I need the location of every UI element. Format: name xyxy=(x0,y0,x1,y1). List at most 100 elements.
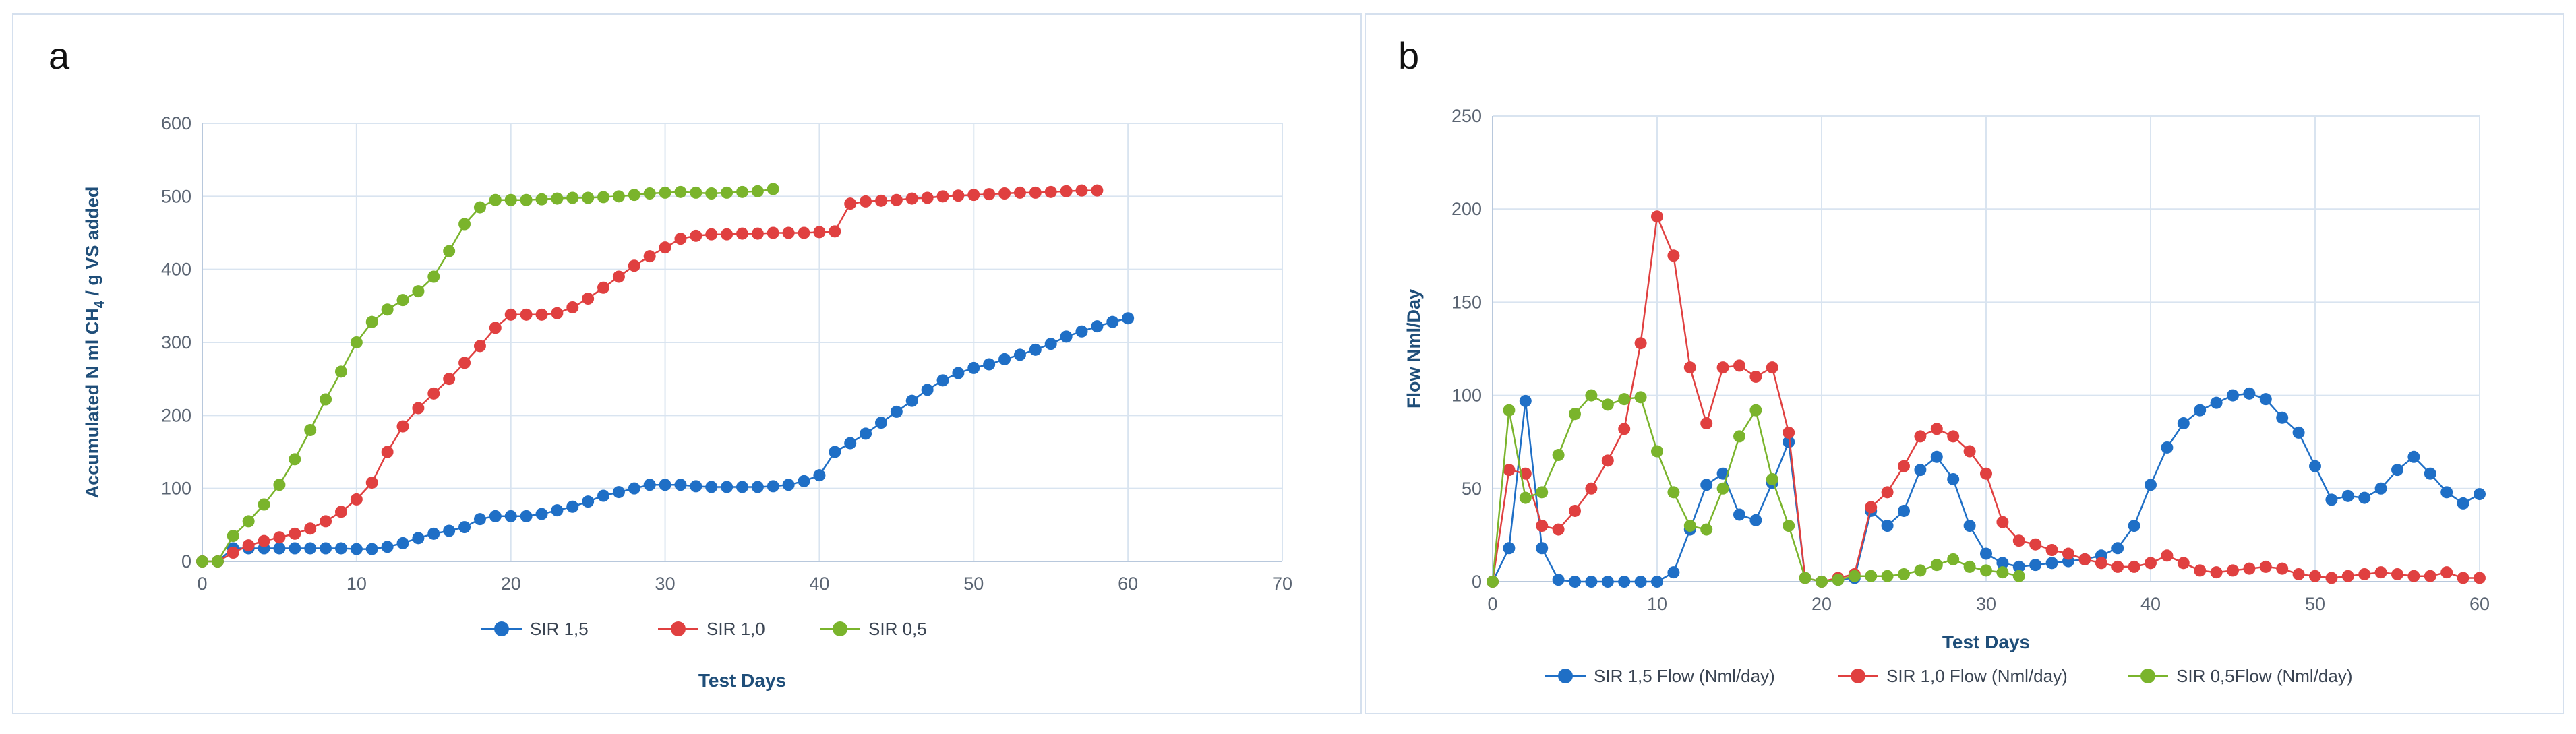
data-point xyxy=(1980,564,1992,577)
data-point xyxy=(1651,576,1663,588)
data-point xyxy=(443,245,456,257)
data-point xyxy=(2358,568,2371,580)
x-tick-label: 30 xyxy=(1976,594,1996,614)
data-point xyxy=(2292,568,2305,580)
legend-label: SIR 0,5 xyxy=(868,619,927,639)
data-point xyxy=(320,515,332,528)
data-point xyxy=(365,543,378,555)
data-point xyxy=(705,228,718,241)
data-point xyxy=(1569,408,1581,421)
y-tick-label: 300 xyxy=(161,332,191,353)
data-point xyxy=(844,197,857,210)
data-point xyxy=(1075,184,1088,197)
data-point xyxy=(2391,568,2403,580)
data-point xyxy=(427,387,440,400)
data-point xyxy=(350,543,363,555)
y-axis-title: Flow Nml/Day xyxy=(1404,289,1424,408)
data-point xyxy=(2440,486,2453,499)
legend-label: SIR 0,5Flow (Nml/day) xyxy=(2176,666,2353,686)
data-point xyxy=(983,188,996,201)
data-point xyxy=(2177,557,2190,570)
legend-label: SIR 1,0 Flow (Nml/day) xyxy=(1886,666,2068,686)
data-point xyxy=(1881,570,1894,582)
panel-b-label: b xyxy=(1398,34,1420,77)
data-point xyxy=(258,498,270,511)
data-point xyxy=(381,303,394,316)
data-point xyxy=(1898,460,1910,472)
data-point xyxy=(2424,570,2436,582)
x-tick-label: 50 xyxy=(2305,594,2325,614)
data-point xyxy=(365,477,378,489)
x-tick-label: 10 xyxy=(347,574,367,594)
data-point xyxy=(2227,389,2239,402)
data-point xyxy=(1881,520,1894,532)
data-point xyxy=(2210,396,2223,409)
legend-marker xyxy=(833,621,847,636)
data-point xyxy=(1700,523,1713,536)
data-point xyxy=(1848,570,1861,582)
y-axis-title: Accumulated N ml CH4 / g VS added xyxy=(82,187,107,499)
data-point xyxy=(520,308,533,321)
data-point xyxy=(1519,394,1532,407)
data-point xyxy=(2243,387,2256,400)
y-tick-label: 0 xyxy=(181,551,191,572)
data-point xyxy=(334,506,347,518)
data-point xyxy=(535,308,548,321)
data-point xyxy=(1881,486,1894,499)
data-point xyxy=(2309,570,2321,582)
data-point xyxy=(2276,411,2289,424)
data-point xyxy=(489,510,502,522)
data-point xyxy=(736,481,748,493)
data-point xyxy=(721,481,733,493)
data-point xyxy=(396,294,409,307)
data-point xyxy=(2078,553,2091,565)
data-point xyxy=(1585,576,1598,588)
data-point xyxy=(242,539,255,552)
data-point xyxy=(334,542,347,555)
data-point xyxy=(2012,534,2025,547)
data-point xyxy=(2292,426,2305,439)
data-point xyxy=(597,191,610,204)
data-point xyxy=(2374,566,2387,579)
data-point xyxy=(1683,520,1696,532)
data-point xyxy=(365,315,378,328)
data-point xyxy=(1552,449,1565,462)
data-point xyxy=(1618,423,1631,435)
data-point xyxy=(1122,312,1135,325)
data-point xyxy=(582,293,595,305)
data-point xyxy=(289,527,301,540)
data-point xyxy=(504,510,517,522)
data-point xyxy=(396,420,409,433)
data-point xyxy=(1963,520,1976,532)
data-point xyxy=(659,186,671,199)
data-point xyxy=(2391,464,2403,477)
data-point xyxy=(520,510,533,522)
data-point xyxy=(1634,391,1647,404)
data-point xyxy=(813,226,826,239)
data-point xyxy=(1044,185,1057,198)
data-point xyxy=(628,482,640,495)
data-point xyxy=(443,373,456,386)
data-point xyxy=(1075,325,1088,338)
data-point xyxy=(1996,516,2009,528)
data-point xyxy=(860,195,872,208)
y-tick-label: 400 xyxy=(161,259,191,280)
data-point xyxy=(767,480,779,493)
data-point xyxy=(1947,472,1960,485)
data-point xyxy=(289,542,301,555)
data-point xyxy=(551,192,564,205)
data-point xyxy=(1503,404,1516,417)
data-point xyxy=(2457,572,2469,584)
data-point xyxy=(659,241,671,254)
y-tick-label: 50 xyxy=(1462,479,1482,499)
data-point xyxy=(643,187,656,200)
data-point xyxy=(2210,566,2223,579)
data-point xyxy=(458,357,471,369)
x-tick-label: 60 xyxy=(1118,574,1138,594)
data-point xyxy=(2259,560,2272,573)
data-point xyxy=(1569,504,1581,517)
data-point xyxy=(350,493,363,506)
data-point xyxy=(1832,574,1845,586)
data-point xyxy=(628,259,640,272)
data-point xyxy=(1914,430,1927,443)
